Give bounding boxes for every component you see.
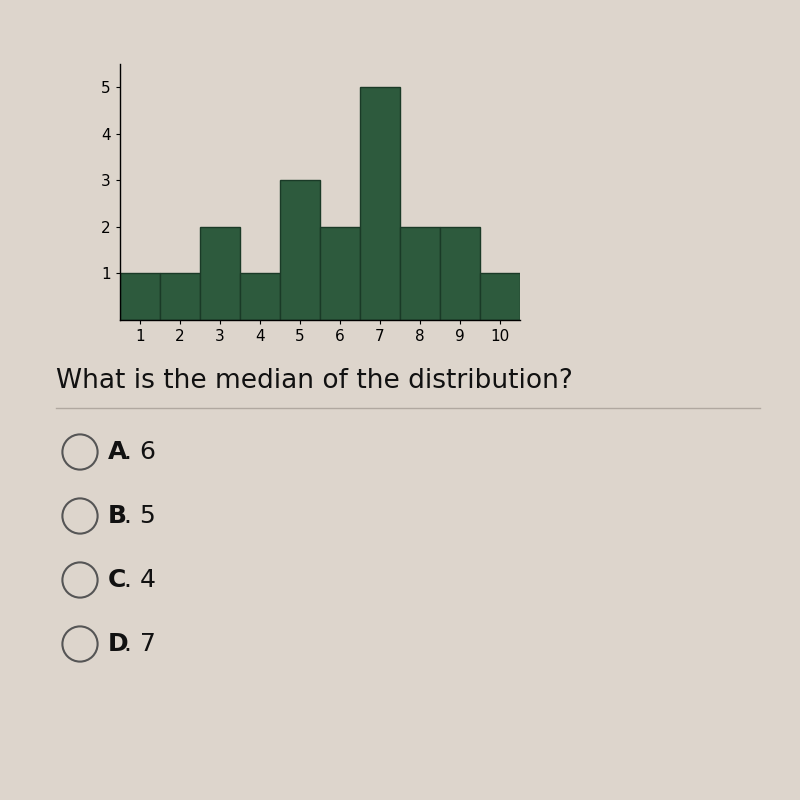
Bar [120, 274, 160, 320]
Text: . 4: . 4 [124, 568, 156, 592]
Bar [320, 227, 360, 320]
Text: . 7: . 7 [124, 632, 156, 656]
Bar [280, 180, 320, 320]
Bar [440, 227, 480, 320]
Text: . 5: . 5 [124, 504, 156, 528]
Bar [200, 227, 240, 320]
Bar [160, 274, 200, 320]
Text: A: A [108, 440, 127, 464]
Text: D: D [108, 632, 129, 656]
Bar [240, 274, 280, 320]
Text: What is the median of the distribution?: What is the median of the distribution? [56, 368, 573, 394]
Bar [360, 87, 400, 320]
Bar [400, 227, 440, 320]
Text: . 6: . 6 [124, 440, 156, 464]
Text: B: B [108, 504, 127, 528]
Bar [480, 274, 520, 320]
Text: C: C [108, 568, 126, 592]
